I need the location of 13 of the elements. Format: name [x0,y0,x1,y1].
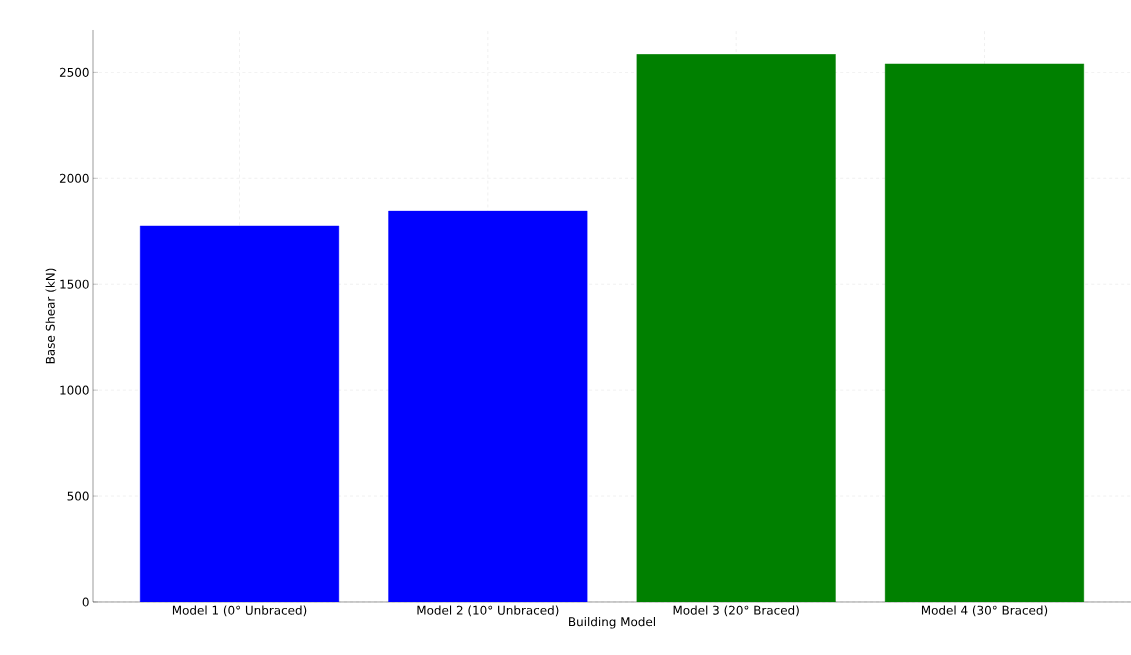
bar [636,54,836,602]
y-tick-label: 1500 [60,279,89,289]
x-tick-label: Model 1 (0° Unbraced) [172,605,307,617]
y-tick-label: 500 [67,491,89,501]
y-tick-label: 1000 [60,385,89,395]
x-tick-label: Model 2 (10° Unbraced) [417,605,559,617]
x-axis-title: Building Model [569,617,655,629]
y-tick-label: 0 [82,597,89,607]
x-tick-label: Model 3 (20° Braced) [673,605,799,617]
y-axis-title: Base Shear (kN) [45,268,57,364]
x-tick-label: Model 4 (30° Braced) [921,605,1048,617]
y-tick-label: 2500 [59,67,89,77]
y-tick-label: 2000 [59,173,89,183]
